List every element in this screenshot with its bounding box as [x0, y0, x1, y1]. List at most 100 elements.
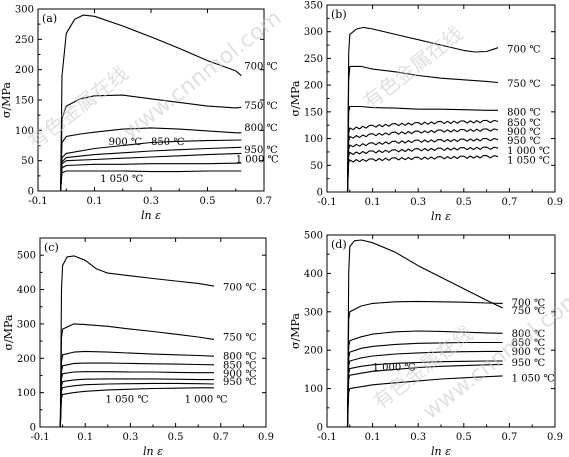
y-tick-label: 400 [17, 285, 36, 296]
series-line [346, 128, 499, 191]
series-line [346, 239, 503, 428]
x-tick-label: 0.5 [200, 196, 216, 207]
y-tick-label: 50 [21, 156, 34, 167]
series-line [59, 378, 214, 428]
x-axis-label: ln ε [431, 210, 451, 223]
series-line [60, 170, 242, 192]
series-line [346, 105, 498, 193]
panel-1: -0.1 0.1 0.3 0.5 0.7 0.9 0 50 100 150 200 250 300 350… [289, 1, 563, 224]
series-line [60, 14, 242, 192]
x-tick-label: 0.3 [410, 197, 426, 208]
y-tick-label: 0 [28, 187, 34, 198]
series-label: 900 ℃ [507, 127, 540, 138]
series-label: 800 ℃ [223, 351, 256, 362]
series-label: 700 ℃ [223, 282, 256, 293]
series-line [59, 382, 215, 428]
x-tick-label: -0.1 [317, 432, 336, 443]
series-line [59, 323, 215, 428]
x-tick-label: 0.7 [501, 197, 517, 208]
watermark-text: 有色金属在线 [358, 21, 467, 114]
y-tick-label: 0 [317, 423, 323, 434]
series-line [346, 300, 503, 428]
series-label: 1 000 ℃ [507, 146, 550, 157]
series-line [60, 162, 242, 192]
series-line [60, 146, 242, 192]
series-label: 850 ℃ [151, 137, 184, 148]
y-tick-label: 250 [15, 35, 34, 46]
x-tick-label: 0.7 [213, 432, 229, 443]
series-line [346, 137, 499, 191]
series-label: 1 050 ℃ [106, 394, 149, 405]
series-label: 1 000 ℃ [236, 154, 279, 165]
series-label: 850 ℃ [512, 338, 545, 349]
series-label: 1 050 ℃ [100, 174, 143, 185]
y-tick-label: 100 [17, 388, 36, 399]
x-tick-label: 0.3 [122, 432, 138, 443]
x-tick-label: 0.9 [258, 432, 274, 443]
x-tick-label: 0.1 [365, 197, 381, 208]
series-label: 800 ℃ [244, 123, 277, 134]
series-label: 750 ℃ [244, 101, 277, 112]
y-tick-label: 100 [304, 134, 323, 145]
series-label: 1 000 ℃ [185, 394, 228, 405]
series-label: 750 ℃ [507, 79, 540, 90]
series-label: 950 ℃ [507, 136, 540, 147]
watermarks: 有色金属在线 有色金属在线www.cnnmol.com有色金属在线www.cnnm… [23, 6, 569, 425]
y-tick-label: 0 [30, 423, 36, 434]
x-tick-label: 0.9 [547, 197, 563, 208]
series-label: 700 ℃ [244, 62, 277, 73]
panel-label: (b) [331, 8, 347, 21]
x-tick-label: -0.1 [28, 196, 47, 207]
y-tick-label: 150 [15, 96, 34, 107]
x-tick-label: 0.7 [256, 196, 272, 207]
series-label: 950 ℃ [223, 377, 256, 388]
series-line [59, 255, 215, 428]
series-line [346, 65, 499, 193]
y-tick-label: 0 [317, 188, 323, 199]
y-tick-label: 200 [15, 65, 34, 76]
x-axis-label: ln ε [143, 445, 163, 457]
series-label: 850 ℃ [507, 118, 540, 129]
y-tick-label: 100 [15, 126, 34, 137]
series-label: 900 ℃ [109, 137, 142, 148]
x-axis-label: ln ε [141, 209, 161, 222]
y-axis-label: σ/MPa [289, 313, 302, 349]
x-tick-label: 0.1 [87, 196, 103, 207]
y-tick-label: 300 [304, 27, 323, 38]
panel-label: (c) [44, 241, 59, 254]
series-line [59, 371, 214, 428]
y-axis-label: σ/MPa [289, 80, 302, 116]
series-line [59, 387, 214, 428]
series-line [346, 330, 503, 428]
series-line [346, 375, 503, 428]
series-line [60, 94, 242, 192]
series-line [346, 363, 503, 428]
y-tick-label: 300 [17, 319, 36, 330]
x-tick-label: 0.3 [410, 432, 426, 443]
x-tick-label: -0.1 [317, 197, 336, 208]
series-label: 850 ℃ [223, 361, 256, 372]
series-line [60, 127, 242, 192]
y-tick-label: 200 [304, 346, 323, 357]
x-tick-label: 0.9 [547, 432, 563, 443]
panel-0: -0.1 0.1 0.3 0.5 0.7 0 50 100 150 200 250 300 ln ε σ/… [0, 5, 279, 223]
y-tick-label: 150 [304, 107, 323, 118]
series-label: 950 ℃ [244, 145, 277, 156]
series-line [60, 152, 242, 192]
series-line [60, 139, 242, 192]
series-label: 900 ℃ [512, 347, 545, 358]
series-line [346, 26, 499, 193]
y-tick-label: 350 [304, 1, 323, 12]
series-line [346, 119, 499, 191]
y-tick-label: 300 [304, 307, 323, 318]
series-label: 950 ℃ [512, 358, 545, 369]
series-label: 800 ℃ [512, 329, 545, 340]
series-line [59, 362, 215, 428]
y-tick-label: 250 [304, 54, 323, 65]
series-label: 750 ℃ [512, 306, 545, 317]
panel-label: (d) [331, 238, 347, 251]
series-label: 800 ℃ [507, 107, 540, 118]
series-line [346, 360, 503, 428]
